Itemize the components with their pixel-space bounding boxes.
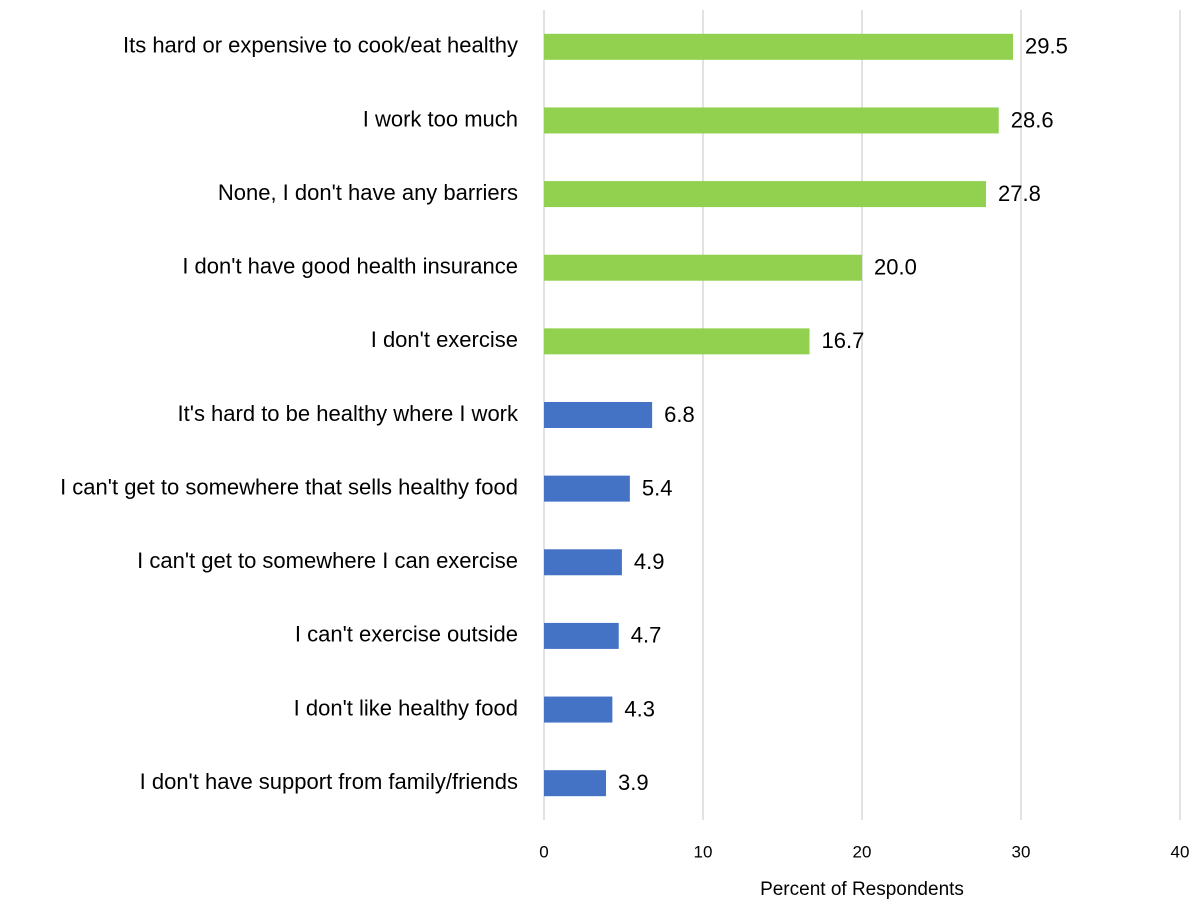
y-tick-label: I work too much bbox=[363, 106, 518, 131]
y-tick-label: I don't exercise bbox=[371, 327, 518, 352]
bar bbox=[544, 402, 653, 428]
data-label: 28.6 bbox=[1011, 107, 1054, 132]
data-label: 4.7 bbox=[631, 623, 662, 648]
bar bbox=[544, 696, 613, 723]
data-label: 29.5 bbox=[1025, 34, 1068, 59]
bar bbox=[544, 328, 810, 355]
bar bbox=[544, 770, 607, 797]
data-label: 4.3 bbox=[624, 696, 655, 721]
data-label: 6.8 bbox=[664, 402, 695, 427]
x-tick-label: 0 bbox=[539, 842, 548, 861]
bar bbox=[544, 33, 1014, 60]
data-label: 20.0 bbox=[874, 255, 917, 280]
x-tick-label: 40 bbox=[1171, 842, 1190, 861]
y-tick-label: Its hard or expensive to cook/eat health… bbox=[123, 33, 518, 58]
bar bbox=[544, 181, 987, 208]
y-tick-label: I don't like healthy food bbox=[294, 695, 518, 720]
bar bbox=[544, 107, 999, 134]
bar bbox=[544, 549, 622, 576]
y-tick-label: I can't exercise outside bbox=[295, 622, 518, 647]
y-tick-label: I don't have support from family/friends bbox=[140, 769, 518, 794]
y-tick-label: It's hard to be healthy where I work bbox=[178, 401, 519, 426]
x-tick-label: 10 bbox=[694, 842, 713, 861]
data-label: 3.9 bbox=[618, 770, 649, 795]
data-label: 27.8 bbox=[998, 181, 1041, 206]
y-tick-label: None, I don't have any barriers bbox=[218, 180, 518, 205]
x-axis-title: Percent of Respondents bbox=[760, 879, 964, 900]
x-tick-label: 30 bbox=[1012, 842, 1031, 861]
data-label: 4.9 bbox=[634, 549, 665, 574]
data-label: 16.7 bbox=[822, 328, 865, 353]
bar bbox=[544, 475, 630, 502]
data-label: 5.4 bbox=[642, 475, 673, 500]
y-tick-label: I can't get to somewhere I can exercise bbox=[137, 548, 518, 573]
x-tick-label: 20 bbox=[853, 842, 872, 861]
y-tick-label: I don't have good health insurance bbox=[182, 254, 518, 279]
bar bbox=[544, 622, 619, 649]
y-tick-label: I can't get to somewhere that sells heal… bbox=[60, 474, 518, 499]
bar bbox=[544, 254, 862, 281]
